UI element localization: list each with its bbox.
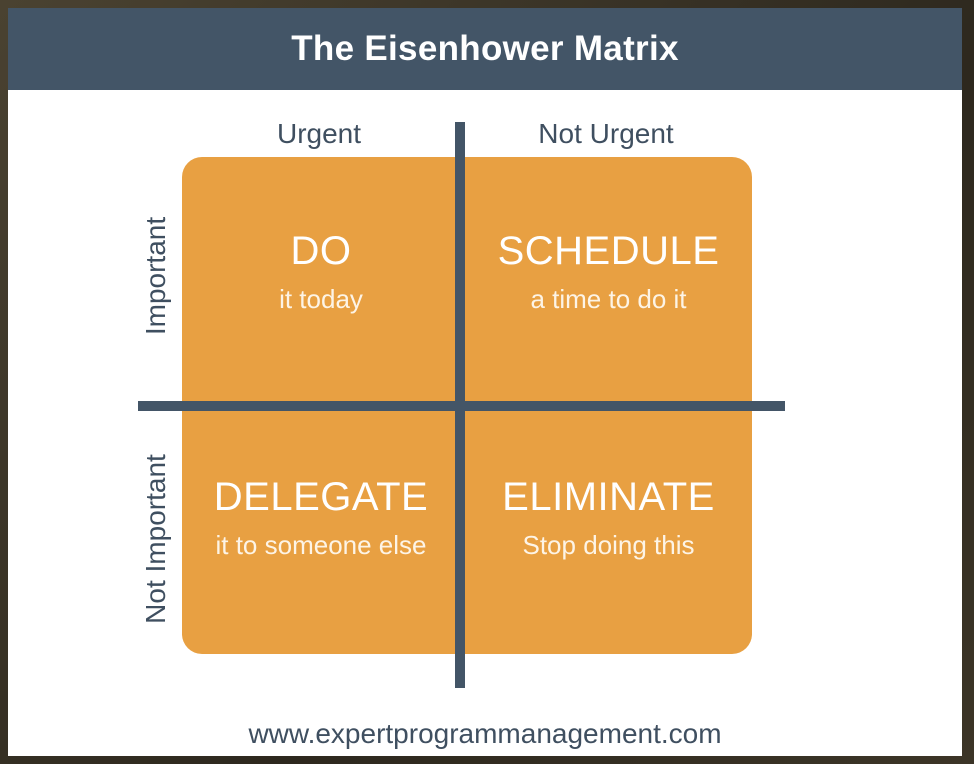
quadrant-schedule-heading: SCHEDULE bbox=[497, 229, 720, 273]
quadrant-do-heading: DO bbox=[290, 229, 352, 273]
column-label-not-urgent: Not Urgent bbox=[538, 118, 674, 149]
horizontal-axis-line bbox=[138, 401, 785, 411]
quadrant-schedule-subtitle: a time to do it bbox=[530, 284, 687, 314]
quadrant-delegate: DELEGATE it to someone else bbox=[182, 474, 460, 562]
quadrant-eliminate-subtitle: Stop doing this bbox=[522, 530, 695, 560]
slide: The Eisenhower Matrix Urgent Not Urgent … bbox=[8, 8, 962, 756]
quadrant-eliminate-heading: ELIMINATE bbox=[502, 475, 715, 519]
quadrant-eliminate: ELIMINATE Stop doing this bbox=[465, 474, 752, 562]
row-label-important: Important bbox=[140, 216, 171, 336]
column-label-urgent: Urgent bbox=[276, 118, 362, 149]
title-bar: The Eisenhower Matrix bbox=[8, 8, 962, 90]
footer-url: www.expertprogrammanagement.com bbox=[248, 718, 722, 749]
slide-title: The Eisenhower Matrix bbox=[291, 29, 679, 68]
quadrant-schedule: SCHEDULE a time to do it bbox=[465, 228, 752, 316]
quadrant-delegate-subtitle: it to someone else bbox=[215, 530, 427, 560]
row-label-not-important: Not Important bbox=[140, 454, 171, 624]
quadrant-do-subtitle: it today bbox=[279, 284, 363, 314]
quadrant-delegate-heading: DELEGATE bbox=[213, 475, 429, 519]
quadrant-do: DO it today bbox=[182, 228, 460, 316]
